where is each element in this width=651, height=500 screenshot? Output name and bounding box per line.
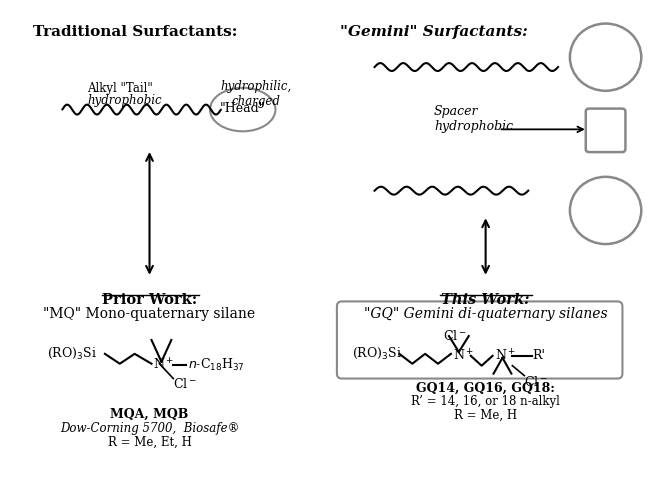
Text: GQ14, GQ16, GQ18:: GQ14, GQ16, GQ18: <box>416 382 555 394</box>
Text: "Gemini" Surfactants:: "Gemini" Surfactants: <box>340 24 527 38</box>
Text: N$^+$: N$^+$ <box>154 357 174 372</box>
FancyBboxPatch shape <box>337 302 622 378</box>
Text: Cl$^-$: Cl$^-$ <box>524 374 548 388</box>
Text: This Work:: This Work: <box>441 292 530 306</box>
Text: N$^+$: N$^+$ <box>453 348 474 364</box>
FancyBboxPatch shape <box>586 108 626 152</box>
Text: Cl$^-$: Cl$^-$ <box>443 329 467 343</box>
Text: Alkyl "Tail": Alkyl "Tail" <box>87 82 153 95</box>
Text: R': R' <box>533 350 546 362</box>
Text: Spacer
hydrophobic: Spacer hydrophobic <box>434 106 513 134</box>
Text: (RO)$_3$Si: (RO)$_3$Si <box>48 346 97 362</box>
Text: hydrophilic,
charged: hydrophilic, charged <box>220 80 291 108</box>
Text: Cl$^-$: Cl$^-$ <box>173 376 197 390</box>
Text: hydrophobic: hydrophobic <box>87 94 161 107</box>
Text: Traditional Surfactants:: Traditional Surfactants: <box>33 24 237 38</box>
Text: N$^+$: N$^+$ <box>495 348 516 364</box>
Text: R = Me, H: R = Me, H <box>454 409 517 422</box>
Text: (RO)$_3$Si: (RO)$_3$Si <box>352 346 402 362</box>
Text: Dow-Corning 5700,  Biosafe®: Dow-Corning 5700, Biosafe® <box>60 422 239 435</box>
Text: R’ = 14, 16, or 18 n-alkyl: R’ = 14, 16, or 18 n-alkyl <box>411 396 560 408</box>
Text: MQA, MQB: MQA, MQB <box>110 408 189 421</box>
Text: "Head": "Head" <box>220 102 266 115</box>
Text: "MQ" Mono-quaternary silane: "MQ" Mono-quaternary silane <box>44 308 256 322</box>
Text: Prior Work:: Prior Work: <box>102 292 197 306</box>
Text: $n$-C$_{18}$H$_{37}$: $n$-C$_{18}$H$_{37}$ <box>188 356 245 373</box>
Text: "GQ" Gemini di-quaternary silanes: "GQ" Gemini di-quaternary silanes <box>364 308 607 322</box>
Text: R = Me, Et, H: R = Me, Et, H <box>107 436 191 449</box>
